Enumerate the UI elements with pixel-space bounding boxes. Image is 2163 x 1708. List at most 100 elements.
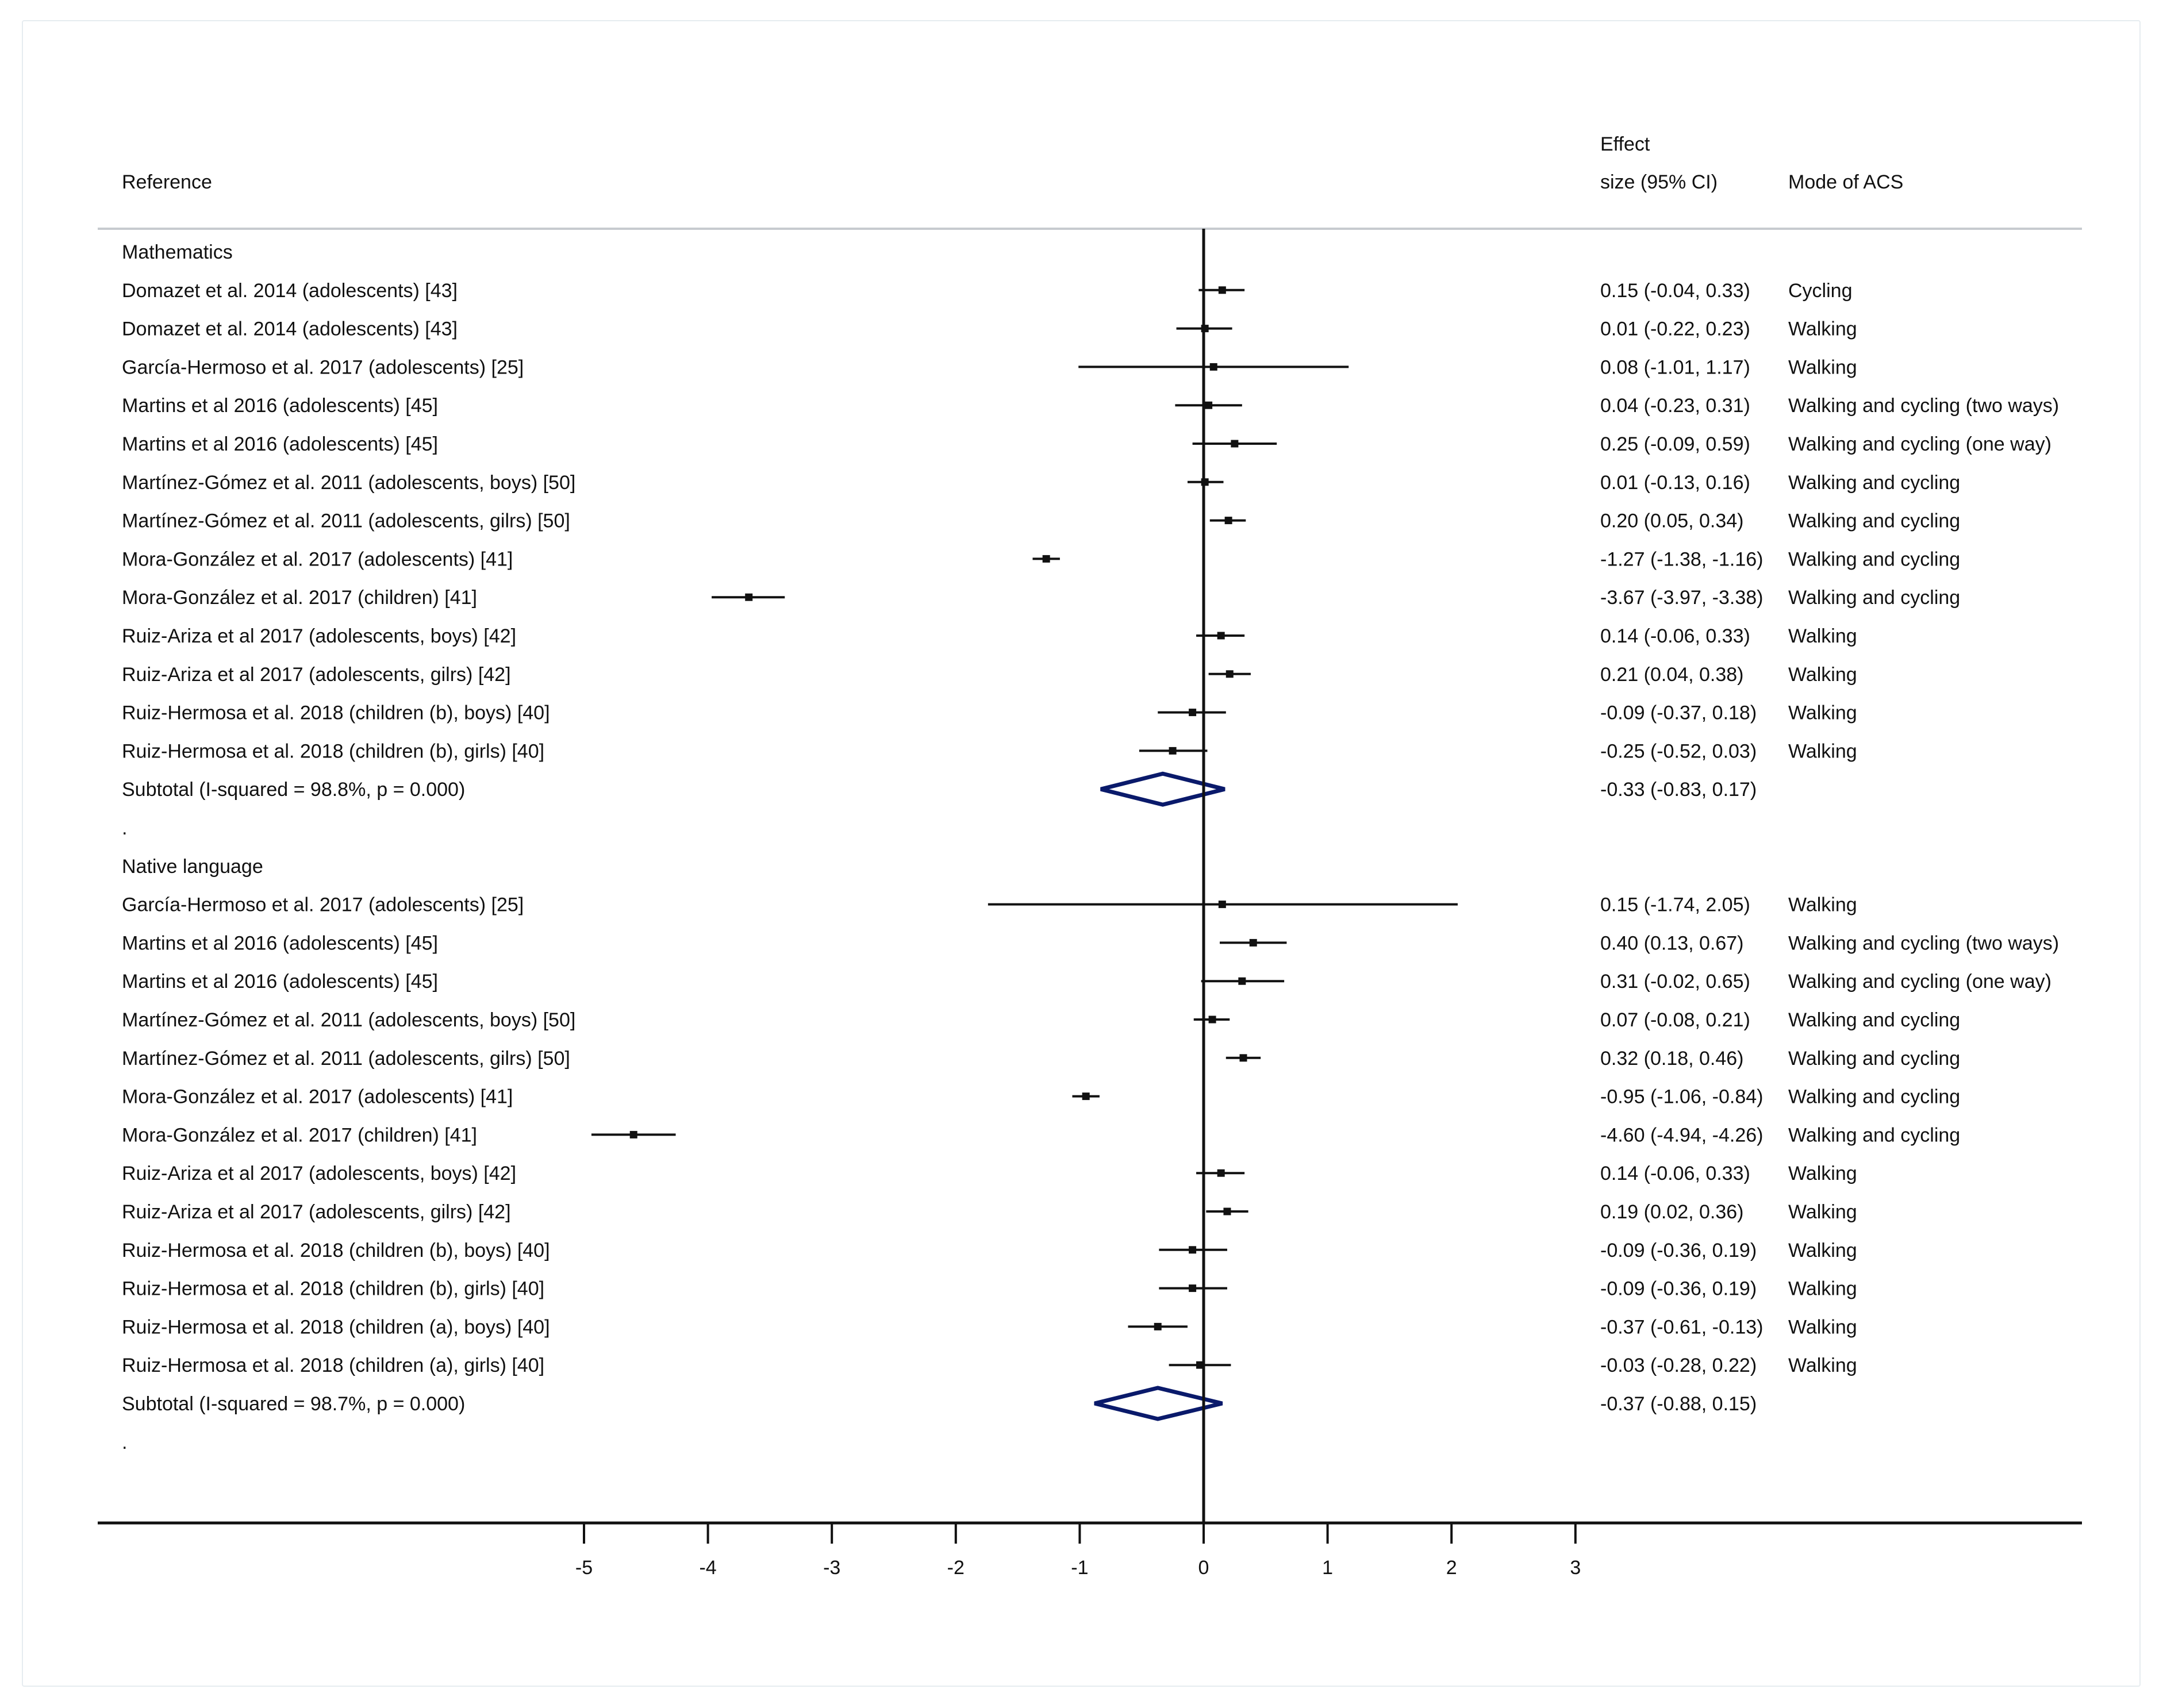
subtotal-diamond [1094, 1386, 1223, 1421]
study-label: Martínez-Gómez et al. 2011 (adolescents,… [122, 472, 575, 494]
point-estimate-marker [1189, 1284, 1197, 1292]
point-estimate-marker [1189, 709, 1197, 717]
point-estimate-marker [1205, 401, 1213, 409]
point-estimate-marker [1189, 1246, 1197, 1254]
forest-row-study: García-Hermoso et al. 2017 (adolescents)… [122, 894, 1857, 916]
mode-of-acs: Walking [1788, 664, 1857, 686]
forest-row-study: Ruiz-Ariza et al 2017 (adolescents, boys… [122, 625, 1857, 647]
x-tick-label: -2 [947, 1557, 965, 1579]
mode-of-acs: Walking [1788, 625, 1857, 647]
forest-row-study: Ruiz-Ariza et al 2017 (adolescents, boys… [122, 1163, 1857, 1184]
mode-of-acs: Walking and cycling (two ways) [1788, 395, 2059, 417]
group-heading: . [122, 817, 127, 839]
point-estimate-marker [1082, 1092, 1090, 1101]
effect-size-value: -0.37 (-0.61, -0.13) [1600, 1316, 1763, 1338]
forest-row-subtotal: Subtotal (I-squared = 98.8%, p = 0.000) -… [122, 771, 1757, 807]
effect-size-value: -0.25 (-0.52, 0.03) [1600, 740, 1757, 762]
effect-size-value: 0.01 (-0.13, 0.16) [1600, 472, 1750, 494]
study-label: Martins et al 2016 (adolescents) [45] [122, 433, 438, 455]
mode-of-acs: Walking and cycling (one way) [1788, 971, 2051, 993]
forest-row-study: Martins et al 2016 (adolescents) [45] 0.4… [122, 932, 2059, 954]
study-label: Ruiz-Hermosa et al. 2018 (children (b), … [122, 702, 550, 724]
forest-row-study: Martínez-Gómez et al. 2011 (adolescents,… [122, 510, 1960, 532]
effect-size-value: 0.14 (-0.06, 0.33) [1600, 1163, 1750, 1184]
subtotal-diamond [1100, 771, 1225, 807]
point-estimate-marker [1218, 901, 1226, 909]
x-tick-label: 2 [1446, 1557, 1457, 1579]
x-tick-label: -4 [699, 1557, 716, 1579]
point-estimate-marker [1169, 747, 1177, 755]
effect-size-value: 0.08 (-1.01, 1.17) [1600, 356, 1750, 378]
study-label: Ruiz-Hermosa et al. 2018 (children (b), … [122, 1278, 544, 1300]
forest-row-study: Ruiz-Hermosa et al. 2018 (children (b), … [122, 1278, 1857, 1300]
effect-size-value: 0.01 (-0.22, 0.23) [1600, 318, 1750, 340]
mode-of-acs: Walking and cycling [1788, 548, 1960, 570]
mode-of-acs: Walking and cycling [1788, 510, 1960, 532]
effect-size-value: 0.15 (-1.74, 2.05) [1600, 894, 1750, 916]
effect-size-value: 0.15 (-0.04, 0.33) [1600, 280, 1750, 302]
point-estimate-marker [1249, 938, 1257, 947]
forest-row-study: Domazet et al. 2014 (adolescents) [43] 0.… [122, 318, 1857, 340]
mode-of-acs: Walking [1788, 356, 1857, 378]
reference-column-header: Reference [122, 171, 212, 193]
study-label: Ruiz-Ariza et al 2017 (adolescents, boys… [122, 625, 516, 647]
study-label: Ruiz-Ariza et al 2017 (adolescents, gilr… [122, 664, 511, 686]
x-tick-label: 1 [1322, 1557, 1333, 1579]
effect-size-value: 0.32 (0.18, 0.46) [1600, 1048, 1744, 1070]
forest-row-subtotal: Subtotal (I-squared = 98.7%, p = 0.000) -… [122, 1386, 1757, 1421]
effect-size-value: -3.67 (-3.97, -3.38) [1600, 587, 1763, 609]
mode-of-acs: Walking [1788, 1163, 1857, 1184]
forest-row-study: Martínez-Gómez et al. 2011 (adolescents,… [122, 472, 1960, 494]
point-estimate-marker [1217, 1169, 1225, 1177]
mode-of-acs: Walking and cycling [1788, 1048, 1960, 1070]
study-label: Martins et al 2016 (adolescents) [45] [122, 932, 438, 954]
effect-size-value: -0.09 (-0.36, 0.19) [1600, 1240, 1757, 1261]
study-label: Mora-González et al. 2017 (children) [41… [122, 1124, 477, 1146]
figure-frame [22, 20, 2141, 1687]
mode-of-acs: Walking and cycling (one way) [1788, 433, 2051, 455]
forest-row-study: Martins et al 2016 (adolescents) [45] 0.3… [122, 971, 2051, 993]
study-label: García-Hermoso et al. 2017 (adolescents)… [122, 894, 524, 916]
mode-of-acs: Walking [1788, 1278, 1857, 1300]
effect-size-value: 0.31 (-0.02, 0.65) [1600, 971, 1750, 993]
study-label: Ruiz-Ariza et al 2017 (adolescents, gilr… [122, 1201, 511, 1223]
study-label: Mora-González et al. 2017 (adolescents) … [122, 548, 513, 570]
mode-of-acs: Walking and cycling [1788, 1086, 1960, 1108]
point-estimate-marker [1208, 1015, 1216, 1024]
forest-row-heading: Mathematics [122, 241, 233, 263]
study-label: Domazet et al. 2014 (adolescents) [43] [122, 280, 458, 302]
forest-row-study: Martins et al 2016 (adolescents) [45] 0.0… [122, 395, 2059, 417]
column-header: Reference Effect size (95% CI) Mode of A… [122, 133, 1903, 193]
study-label: Martins et al 2016 (adolescents) [45] [122, 395, 438, 417]
study-label: Ruiz-Hermosa et al. 2018 (children (a), … [122, 1316, 550, 1338]
forest-row-study: Martínez-Gómez et al. 2011 (adolescents,… [122, 1009, 1960, 1031]
study-label: Ruiz-Ariza et al 2017 (adolescents, boys… [122, 1163, 516, 1184]
forest-row-study: Mora-González et al. 2017 (adolescents) … [122, 548, 1960, 570]
effect-size-value: -0.33 (-0.83, 0.17) [1600, 779, 1757, 801]
point-estimate-marker [1238, 977, 1246, 985]
forest-row-study: Ruiz-Ariza et al 2017 (adolescents, gilr… [122, 1201, 1857, 1223]
forest-row-study: Ruiz-Hermosa et al. 2018 (children (b), … [122, 740, 1857, 762]
point-estimate-marker [1231, 440, 1239, 448]
forest-row-study: Mora-González et al. 2017 (children) [41… [122, 587, 1960, 609]
mode-column-header: Mode of ACS [1788, 171, 1903, 193]
effect-size-value: -1.27 (-1.38, -1.16) [1600, 548, 1763, 570]
forest-row-study: Mora-González et al. 2017 (adolescents) … [122, 1086, 1960, 1108]
point-estimate-marker [1223, 1207, 1231, 1215]
forest-row-study: Mora-González et al. 2017 (children) [41… [122, 1124, 1960, 1146]
mode-of-acs: Walking [1788, 1240, 1857, 1261]
study-label: Ruiz-Hermosa et al. 2018 (children (b), … [122, 740, 544, 762]
x-tick-label: -1 [1071, 1557, 1088, 1579]
effect-size-value: 0.19 (0.02, 0.36) [1600, 1201, 1744, 1223]
forest-row-study: Ruiz-Hermosa et al. 2018 (children (b), … [122, 702, 1857, 724]
effect-size-header-line2: size (95% CI) [1600, 171, 1718, 193]
subtotal-label: Subtotal (I-squared = 98.7%, p = 0.000) [122, 1393, 465, 1415]
mode-of-acs: Walking and cycling [1788, 472, 1960, 494]
effect-size-value: 0.20 (0.05, 0.34) [1600, 510, 1744, 532]
group-heading: Mathematics [122, 241, 233, 263]
study-label: Martins et al 2016 (adolescents) [45] [122, 971, 438, 993]
effect-size-value: 0.25 (-0.09, 0.59) [1600, 433, 1750, 455]
point-estimate-marker [1239, 1054, 1247, 1062]
effect-size-value: -0.09 (-0.36, 0.19) [1600, 1278, 1757, 1300]
x-axis: -5 -4 -3 -2 -1 0 1 2 3 [98, 229, 2082, 1579]
